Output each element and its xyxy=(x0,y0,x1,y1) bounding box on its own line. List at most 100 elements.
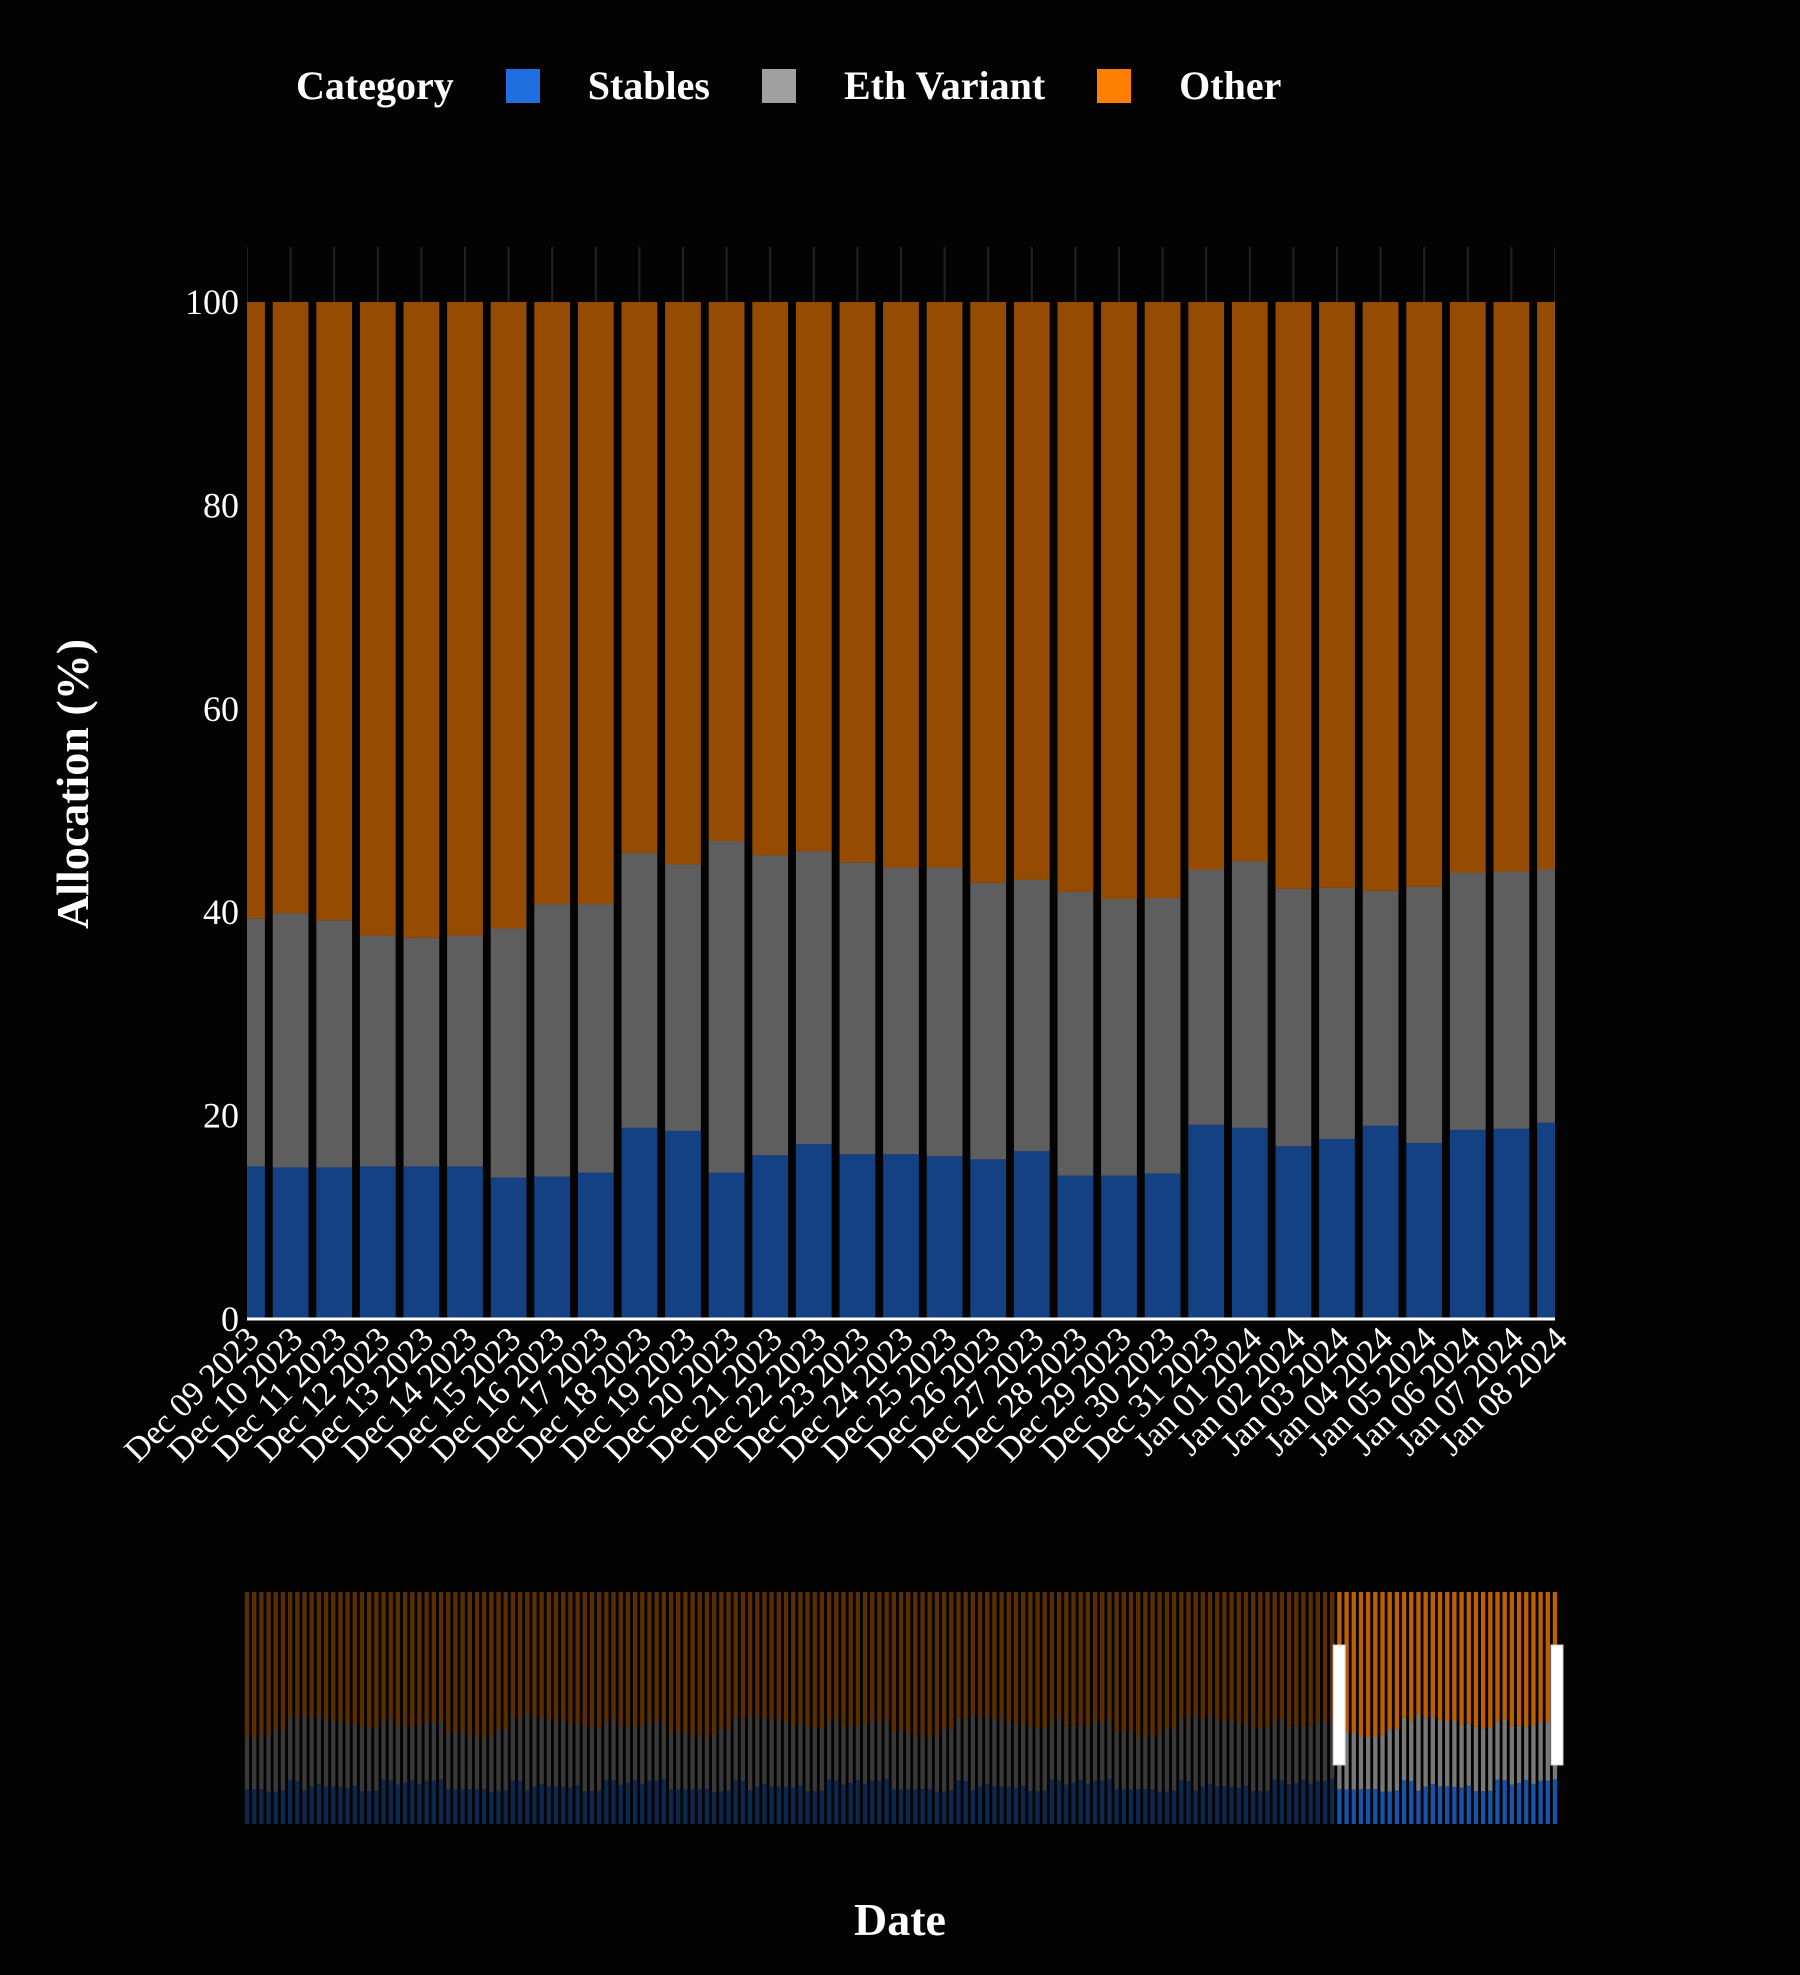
bar-eth-variant[interactable] xyxy=(1362,890,1399,1126)
bar-other[interactable] xyxy=(970,302,1007,883)
bar-eth-variant[interactable] xyxy=(447,935,483,1167)
bar-stables[interactable] xyxy=(1493,1128,1530,1319)
bar-stables[interactable] xyxy=(1319,1138,1355,1319)
bar-eth-variant[interactable] xyxy=(970,882,1007,1160)
bar-other[interactable] xyxy=(534,302,571,905)
bar-eth-variant[interactable] xyxy=(1101,898,1137,1176)
bar-stables[interactable] xyxy=(1013,1151,1050,1319)
bar-stables[interactable] xyxy=(752,1155,789,1319)
bar-stables[interactable] xyxy=(1188,1124,1225,1319)
bar-other[interactable] xyxy=(708,302,745,842)
bar-eth-variant[interactable] xyxy=(1144,897,1181,1174)
bar-stables[interactable] xyxy=(1057,1175,1094,1319)
bar-eth-variant[interactable] xyxy=(1449,872,1486,1130)
bar-stables[interactable] xyxy=(1449,1129,1486,1319)
bar-eth-variant[interactable] xyxy=(229,918,265,1167)
bar-stables[interactable] xyxy=(1537,1122,1573,1319)
range-slider-left-handle[interactable] xyxy=(1332,1644,1346,1766)
range-slider[interactable] xyxy=(244,1592,1564,1824)
legend-item-stables[interactable]: Stables xyxy=(454,62,710,109)
bar-eth-variant[interactable] xyxy=(1188,869,1225,1125)
bar-other[interactable] xyxy=(1101,302,1137,899)
bar-other[interactable] xyxy=(665,302,701,865)
bar-other[interactable] xyxy=(1057,302,1094,892)
bar-eth-variant[interactable] xyxy=(665,864,701,1131)
bar-stables[interactable] xyxy=(1406,1143,1443,1319)
bar-eth-variant[interactable] xyxy=(577,904,614,1173)
bar-stables[interactable] xyxy=(403,1166,440,1319)
bar-other[interactable] xyxy=(1537,302,1573,870)
bar-eth-variant[interactable] xyxy=(839,862,876,1155)
legend-item-eth-variant[interactable]: Eth Variant xyxy=(710,62,1045,109)
bar-stables[interactable] xyxy=(272,1167,309,1319)
bar-other[interactable] xyxy=(577,302,614,905)
bar-eth-variant[interactable] xyxy=(1275,888,1312,1147)
bar-stables[interactable] xyxy=(1101,1175,1137,1319)
bar-other[interactable] xyxy=(490,302,527,929)
bar-other[interactable] xyxy=(1319,302,1355,888)
bar-eth-variant[interactable] xyxy=(490,928,527,1178)
bar-other[interactable] xyxy=(1449,302,1486,873)
bar-stables[interactable] xyxy=(577,1172,614,1319)
bar-eth-variant[interactable] xyxy=(316,920,353,1168)
bar-stables[interactable] xyxy=(708,1172,745,1319)
bar-stables[interactable] xyxy=(621,1127,658,1319)
bar-eth-variant[interactable] xyxy=(1231,861,1268,1128)
bar-stables[interactable] xyxy=(665,1130,701,1319)
bar-stables[interactable] xyxy=(490,1177,527,1319)
bar-eth-variant[interactable] xyxy=(359,935,396,1167)
bar-other[interactable] xyxy=(316,302,353,921)
bar-stables[interactable] xyxy=(839,1154,876,1319)
bar-stables[interactable] xyxy=(883,1154,919,1319)
bar-eth-variant[interactable] xyxy=(1013,879,1050,1152)
bar-other[interactable] xyxy=(1406,302,1443,887)
bar-stables[interactable] xyxy=(229,1166,265,1319)
bar-eth-variant[interactable] xyxy=(1493,871,1530,1129)
bar-stables[interactable] xyxy=(359,1166,396,1319)
range-slider-right-handle[interactable] xyxy=(1550,1644,1564,1766)
bar-eth-variant[interactable] xyxy=(272,913,309,1168)
bar-stables[interactable] xyxy=(1144,1173,1181,1319)
bar-other[interactable] xyxy=(1362,302,1399,891)
bar-other[interactable] xyxy=(1275,302,1312,889)
bar-eth-variant[interactable] xyxy=(1537,869,1573,1123)
bar-other[interactable] xyxy=(1144,302,1181,898)
bar-other[interactable] xyxy=(272,302,309,914)
bar-stables[interactable] xyxy=(1362,1125,1399,1319)
bar-other[interactable] xyxy=(752,302,789,856)
bar-stables[interactable] xyxy=(926,1156,963,1319)
bar-other[interactable] xyxy=(839,302,876,863)
bar-other[interactable] xyxy=(359,302,396,936)
bar-other[interactable] xyxy=(883,302,919,868)
bar-other[interactable] xyxy=(1231,302,1268,862)
bar-eth-variant[interactable] xyxy=(403,937,440,1167)
bar-eth-variant[interactable] xyxy=(926,867,963,1157)
bar-eth-variant[interactable] xyxy=(534,904,571,1177)
bar-stables[interactable] xyxy=(970,1159,1007,1319)
bar-other[interactable] xyxy=(229,302,265,919)
bar-stables[interactable] xyxy=(534,1176,571,1319)
bar-eth-variant[interactable] xyxy=(1319,887,1355,1139)
bar-eth-variant[interactable] xyxy=(1406,886,1443,1144)
bar-stables[interactable] xyxy=(1231,1127,1268,1319)
bar-stables[interactable] xyxy=(447,1166,483,1319)
bar-stables[interactable] xyxy=(1275,1146,1312,1319)
bar-other[interactable] xyxy=(1493,302,1530,872)
slider-bar xyxy=(618,1784,623,1824)
bar-eth-variant[interactable] xyxy=(621,853,658,1128)
bar-other[interactable] xyxy=(926,302,963,868)
bar-eth-variant[interactable] xyxy=(708,841,745,1173)
bar-stables[interactable] xyxy=(795,1144,832,1319)
bar-other[interactable] xyxy=(447,302,483,936)
bar-other[interactable] xyxy=(1013,302,1050,880)
bar-eth-variant[interactable] xyxy=(1057,891,1094,1176)
bar-eth-variant[interactable] xyxy=(883,867,919,1155)
bar-other[interactable] xyxy=(795,302,832,852)
bar-other[interactable] xyxy=(1188,302,1225,870)
bar-other[interactable] xyxy=(621,302,658,854)
legend-item-other[interactable]: Other xyxy=(1045,62,1281,109)
bar-eth-variant[interactable] xyxy=(795,851,832,1145)
bar-stables[interactable] xyxy=(316,1167,353,1319)
bar-other[interactable] xyxy=(403,302,440,938)
bar-eth-variant[interactable] xyxy=(752,855,789,1156)
